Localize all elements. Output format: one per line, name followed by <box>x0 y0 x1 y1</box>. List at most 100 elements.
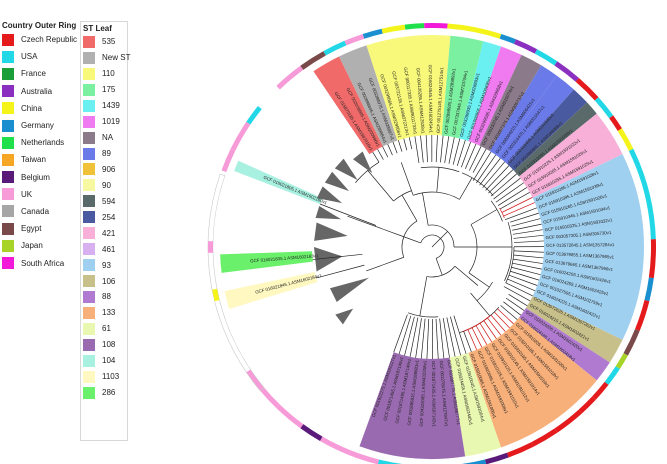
st-leaf-band <box>234 160 323 204</box>
st-legend-swatch <box>83 35 95 48</box>
st-legend-item: 88 <box>83 289 127 305</box>
tree-branch <box>490 314 506 332</box>
tree-branch <box>468 224 478 274</box>
st-leaf-band <box>459 41 502 142</box>
leaf-label: GCF 004126285.1 ASM412628v1 <box>415 67 425 134</box>
st-legend: ST Leaf 535 New ST 110 175 1439 1019 NA 89 906 90… <box>80 21 130 441</box>
tree-branch <box>315 264 365 279</box>
country-legend-label: Germany <box>21 121 54 131</box>
st-legend-label: 254 <box>102 212 116 222</box>
country-legend-swatch <box>2 153 14 166</box>
tree-branch <box>507 278 536 292</box>
tree-branch <box>420 166 460 173</box>
st-leaf-bands <box>220 35 644 459</box>
country-ring-segment <box>362 28 383 39</box>
st-legend-label: 535 <box>102 37 116 47</box>
st-legend-item: 421 <box>83 225 127 241</box>
st-legend-item: 1103 <box>83 369 127 385</box>
tree-branch <box>372 151 380 163</box>
country-ring-segment <box>246 106 262 125</box>
st-legend-label: 461 <box>102 244 116 254</box>
country-ring-segment <box>499 33 516 44</box>
tree-branch <box>393 314 408 353</box>
st-legend-item: 286 <box>83 385 127 401</box>
country-legend-label: Belgium <box>21 172 50 182</box>
collapsed-clade <box>334 158 358 181</box>
st-legend-label: 1019 <box>102 117 120 127</box>
country-ring-segment <box>534 49 558 66</box>
country-ring-segment <box>404 23 425 30</box>
country-ring-segment <box>447 23 475 33</box>
country-ring-segment <box>506 442 534 458</box>
tree-branch <box>512 223 542 231</box>
country-legend-swatch <box>2 102 14 115</box>
tree-branch <box>404 316 415 356</box>
country-legend-swatch <box>2 85 14 98</box>
country-legend-label: Egypt <box>21 224 42 234</box>
tree-branch <box>456 139 466 166</box>
st-legend-item: New ST <box>83 50 130 66</box>
country-legend-label: USA <box>21 52 38 62</box>
leaf-label: GCF 013679655.1 ASM1367965v1 <box>546 251 615 260</box>
tree-branch <box>397 140 403 152</box>
country-legend-item: USA <box>2 48 78 65</box>
st-leaf-band <box>489 65 557 157</box>
tree-branch <box>436 167 440 193</box>
st-legend-label: 906 <box>102 164 116 174</box>
tree-branch <box>511 218 541 227</box>
tree-branch <box>444 136 450 164</box>
tree-branch <box>415 318 422 358</box>
st-legend-label: 88 <box>102 292 111 302</box>
country-ring-segment <box>246 369 265 391</box>
st-legend-label: 90 <box>102 180 111 190</box>
st-legend-swatch <box>83 179 95 192</box>
tree-branch <box>442 318 450 358</box>
tree-branch <box>462 315 491 332</box>
tree-branch <box>470 209 498 225</box>
tree-branch <box>398 315 412 355</box>
tree-branch <box>431 238 441 248</box>
st-legend-item: 461 <box>83 241 127 257</box>
collapsed-clade <box>314 247 343 272</box>
st-legend-item: NA <box>83 130 127 146</box>
tree-branch <box>499 207 505 218</box>
tree-branch <box>505 297 525 311</box>
country-ring-segment <box>323 40 347 56</box>
country-ring-segment <box>617 128 634 151</box>
country-ring-segment <box>628 148 656 240</box>
st-legend-label: 61 <box>102 324 111 334</box>
collapsed-clade <box>314 222 348 241</box>
leaf-label: GCF 001275145.1 ASM127514v1 <box>436 67 445 134</box>
tree-branch <box>487 317 502 336</box>
st-leaf-band <box>449 352 502 457</box>
country-legend-item: France <box>2 65 78 82</box>
st-leaf-band <box>532 154 644 247</box>
st-legend-label: 93 <box>102 260 111 270</box>
st-legend-swatch <box>83 275 95 288</box>
st-legend-item: 535 <box>83 34 127 50</box>
tree-branch <box>422 192 429 226</box>
st-leaf-band <box>339 45 398 147</box>
leaf-label: GCF 003057305.1 ASM305730v1 <box>545 230 612 240</box>
tree-branch <box>461 172 494 196</box>
country-ring-segment <box>381 24 406 34</box>
tree-branch <box>499 192 530 210</box>
tree-branch <box>488 169 514 194</box>
country-ring-segment <box>484 452 509 464</box>
country-ring-segment <box>344 33 365 46</box>
st-legend-item: 1439 <box>83 98 127 114</box>
tree-branch <box>501 197 533 213</box>
country-ring-segment <box>531 428 558 447</box>
tree-branch <box>510 270 540 281</box>
tree-branch <box>508 293 528 307</box>
st-legend-item: 906 <box>83 162 127 178</box>
st-leaf-band <box>366 35 451 141</box>
country-legend-item: China <box>2 100 78 117</box>
tree-branch <box>508 274 538 286</box>
country-ring-segment <box>230 121 251 151</box>
st-legend-swatch <box>83 163 95 176</box>
tree-branch <box>387 143 393 156</box>
country-legend-label: Netherlands <box>21 138 65 148</box>
st-leaf-band <box>532 247 644 340</box>
tree-branch <box>407 312 439 318</box>
